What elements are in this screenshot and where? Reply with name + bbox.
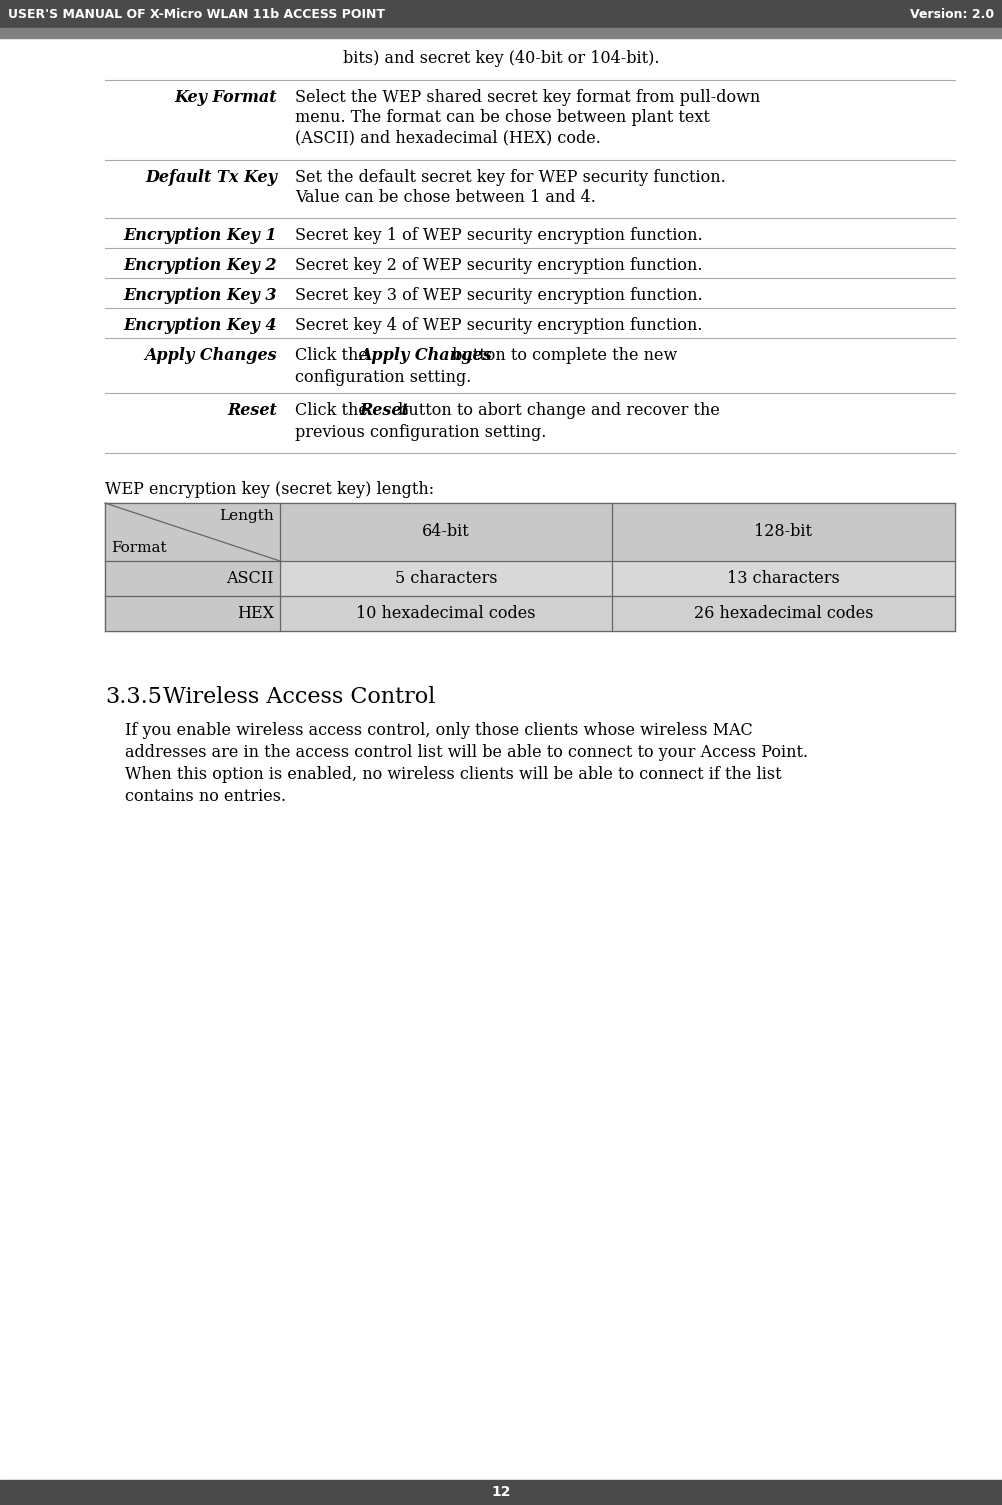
Text: contains no entries.: contains no entries. [125,789,287,805]
Text: Key Format: Key Format [174,89,277,105]
Text: Click the: Click the [295,348,373,364]
Text: Reset: Reset [227,402,277,418]
Text: 64-bit: 64-bit [422,524,470,540]
Text: Click the: Click the [295,402,373,418]
Text: Version: 2.0: Version: 2.0 [910,8,994,21]
Text: Secret key 2 of WEP security encryption function.: Secret key 2 of WEP security encryption … [295,257,702,274]
Text: 5 characters: 5 characters [395,570,497,587]
Text: Select the WEP shared secret key format from pull-down: Select the WEP shared secret key format … [295,89,761,105]
Text: Default Tx Key: Default Tx Key [145,169,277,187]
Text: 13 characters: 13 characters [727,570,840,587]
Text: bits) and secret key (40-bit or 104-bit).: bits) and secret key (40-bit or 104-bit)… [343,50,659,68]
Text: HEX: HEX [237,605,274,622]
Text: Secret key 3 of WEP security encryption function.: Secret key 3 of WEP security encryption … [295,287,702,304]
Text: Length: Length [219,509,274,524]
Bar [0,29,1002,38]
Bar [0,1479,1002,1505]
Bar [105,596,955,631]
Text: USER'S MANUAL OF X-Micro WLAN 11b ACCESS POINT: USER'S MANUAL OF X-Micro WLAN 11b ACCESS… [8,8,385,21]
Bar [105,503,955,561]
Text: previous configuration setting.: previous configuration setting. [295,424,546,441]
Text: When this option is enabled, no wireless clients will be able to connect if the : When this option is enabled, no wireless… [125,766,782,783]
Text: Wireless Access Control: Wireless Access Control [163,686,436,707]
Text: addresses are in the access control list will be able to connect to your Access : addresses are in the access control list… [125,743,809,762]
Text: 3.3.5: 3.3.5 [105,686,162,707]
Text: 10 hexadecimal codes: 10 hexadecimal codes [357,605,536,622]
Text: Apply Changes: Apply Changes [359,348,492,364]
Text: Secret key 1 of WEP security encryption function.: Secret key 1 of WEP security encryption … [295,227,702,244]
Text: Set the default secret key for WEP security function.: Set the default secret key for WEP secur… [295,169,725,187]
Text: configuration setting.: configuration setting. [295,369,471,385]
Text: button to complete the new: button to complete the new [448,348,677,364]
Text: button to abort change and recover the: button to abort change and recover the [393,402,719,418]
Text: Encryption Key 4: Encryption Key 4 [123,318,277,334]
Text: Encryption Key 3: Encryption Key 3 [123,287,277,304]
Bar [0,0,1002,29]
Text: Secret key 4 of WEP security encryption function.: Secret key 4 of WEP security encryption … [295,318,702,334]
Text: If you enable wireless access control, only those clients whose wireless MAC: If you enable wireless access control, o… [125,722,753,739]
Text: Encryption Key 2: Encryption Key 2 [123,257,277,274]
Text: 26 hexadecimal codes: 26 hexadecimal codes [693,605,874,622]
Text: Encryption Key 1: Encryption Key 1 [123,227,277,244]
Text: WEP encryption key (secret key) length:: WEP encryption key (secret key) length: [105,482,434,498]
Text: Value can be chose between 1 and 4.: Value can be chose between 1 and 4. [295,190,596,206]
Text: Reset: Reset [359,402,409,418]
Text: ASCII: ASCII [226,570,274,587]
Text: 128-bit: 128-bit [755,524,813,540]
Text: Apply Changes: Apply Changes [144,348,277,364]
Text: menu. The format can be chose between plant text: menu. The format can be chose between pl… [295,108,709,126]
Text: Format: Format [111,540,166,555]
Text: 12: 12 [491,1485,511,1499]
Text: (ASCII) and hexadecimal (HEX) code.: (ASCII) and hexadecimal (HEX) code. [295,129,601,146]
Bar [105,503,280,631]
Bar [105,561,955,596]
